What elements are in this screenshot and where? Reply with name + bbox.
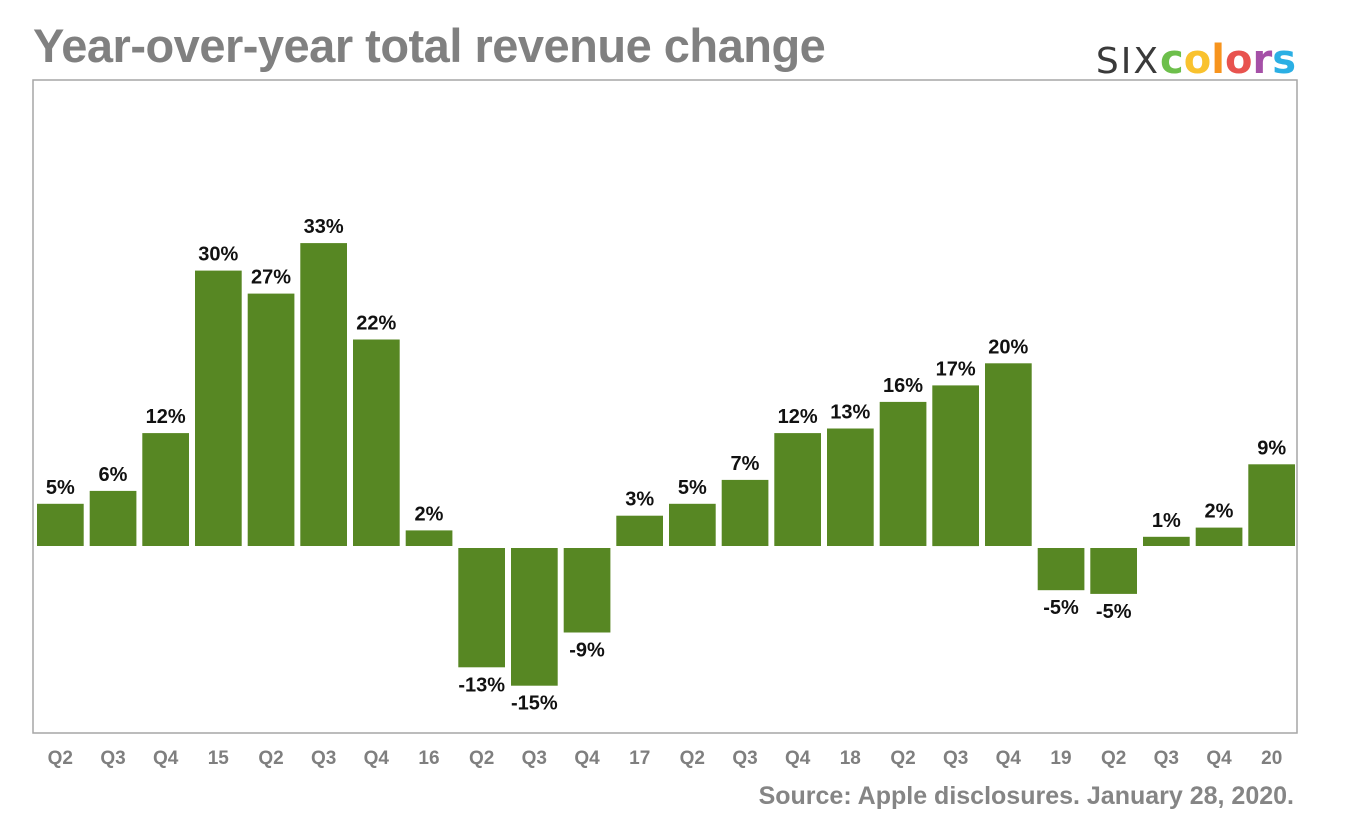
bar (37, 503, 84, 546)
x-tick-label: 19 (1050, 748, 1071, 769)
x-tick-label: Q2 (680, 748, 705, 769)
x-tick-label: Q4 (785, 748, 811, 769)
data-label: 1% (1152, 510, 1181, 532)
logo-letter: c (1160, 37, 1184, 83)
x-tick-label: 18 (840, 748, 861, 769)
x-tick-label: Q4 (574, 748, 600, 769)
x-tick-labels-group: Q2 Q3 Q4 15 Q2 Q3 Q4 16 Q2 Q3 Q4 17 Q2 Q3 Q4 18 Q2 Q3 Q4 19… (48, 748, 1283, 769)
bar (511, 548, 558, 686)
x-tick-label: Q3 (522, 748, 547, 769)
bar (405, 530, 453, 546)
data-label: 13% (830, 402, 870, 424)
data-label: -5% (1043, 597, 1079, 619)
bar (932, 385, 979, 547)
data-label: 16% (883, 375, 923, 397)
logo-letter: r (1252, 37, 1273, 83)
data-label: 12% (146, 406, 186, 428)
x-tick-label: Q2 (48, 748, 73, 769)
bar (458, 548, 505, 668)
bar (563, 548, 611, 633)
bar (774, 433, 821, 546)
source-note: Source: Apple disclosures. January 28, 2… (758, 782, 1294, 810)
bar (247, 293, 295, 546)
data-label: 5% (678, 477, 707, 499)
sixcolors-logo: SIXcolors (1096, 40, 1296, 80)
data-label: 22% (356, 313, 396, 335)
bar (721, 479, 769, 546)
bar (1248, 464, 1295, 546)
data-label: 9% (1257, 437, 1286, 459)
data-label: 27% (251, 267, 291, 289)
plot-frame (32, 79, 1298, 734)
bar (1143, 536, 1190, 546)
x-tick-label: Q4 (153, 748, 179, 769)
data-label: 17% (936, 358, 976, 380)
bar (669, 503, 716, 546)
logo-prefix: SIX (1095, 41, 1161, 82)
data-label: -15% (511, 693, 558, 715)
data-label: 6% (99, 464, 128, 486)
x-tick-label: Q4 (1206, 748, 1232, 769)
data-labels-group: 5% 6% 12% 30% 27% 33% 22% 2% -13% -15% -9% 3% 5% 7% 12… (46, 216, 1287, 715)
x-tick-label: Q2 (1101, 748, 1126, 769)
bar (1195, 527, 1243, 546)
x-tick-label: Q3 (943, 748, 968, 769)
bar (616, 515, 663, 546)
data-label: 5% (46, 477, 75, 499)
bar (353, 339, 400, 546)
bar (827, 428, 874, 546)
logo-letter: s (1272, 37, 1296, 83)
x-tick-label: 15 (208, 748, 230, 769)
bar (300, 243, 347, 546)
x-tick-label: Q3 (100, 748, 125, 769)
data-label: -5% (1096, 601, 1132, 623)
x-tick-label: Q3 (732, 748, 757, 769)
chart-title: Year-over-year total revenue change (33, 19, 826, 72)
bar (985, 363, 1032, 546)
x-tick-label: Q2 (258, 748, 283, 769)
x-tick-label: 16 (418, 748, 439, 769)
data-label: 2% (415, 503, 444, 525)
bar (89, 490, 137, 546)
data-label: 2% (1205, 501, 1234, 523)
x-tick-label: Q2 (469, 748, 494, 769)
bar (1090, 548, 1137, 594)
data-label: -9% (569, 640, 605, 662)
bar (1037, 548, 1085, 591)
data-label: 33% (304, 216, 344, 238)
x-tick-label: 20 (1261, 748, 1282, 769)
data-label: 30% (198, 244, 238, 266)
x-tick-label: Q3 (1154, 748, 1179, 769)
logo-letter: o (1183, 37, 1212, 83)
x-tick-label: Q3 (311, 748, 336, 769)
x-tick-label: Q4 (996, 748, 1022, 769)
bars-group (37, 243, 1295, 686)
x-tick-label: 17 (629, 748, 650, 769)
data-label: 7% (731, 453, 760, 475)
x-tick-label: Q4 (364, 748, 390, 769)
data-label: 20% (988, 336, 1028, 358)
logo-colored-word: colors (1160, 38, 1296, 82)
logo-letter: l (1211, 37, 1225, 83)
bar (195, 270, 242, 546)
data-label: 12% (778, 406, 818, 428)
data-label: -13% (458, 674, 505, 696)
bar (142, 433, 189, 546)
data-label: 3% (625, 489, 654, 511)
bar (879, 401, 927, 546)
x-tick-label: Q2 (890, 748, 915, 769)
logo-letter: o (1224, 37, 1253, 83)
